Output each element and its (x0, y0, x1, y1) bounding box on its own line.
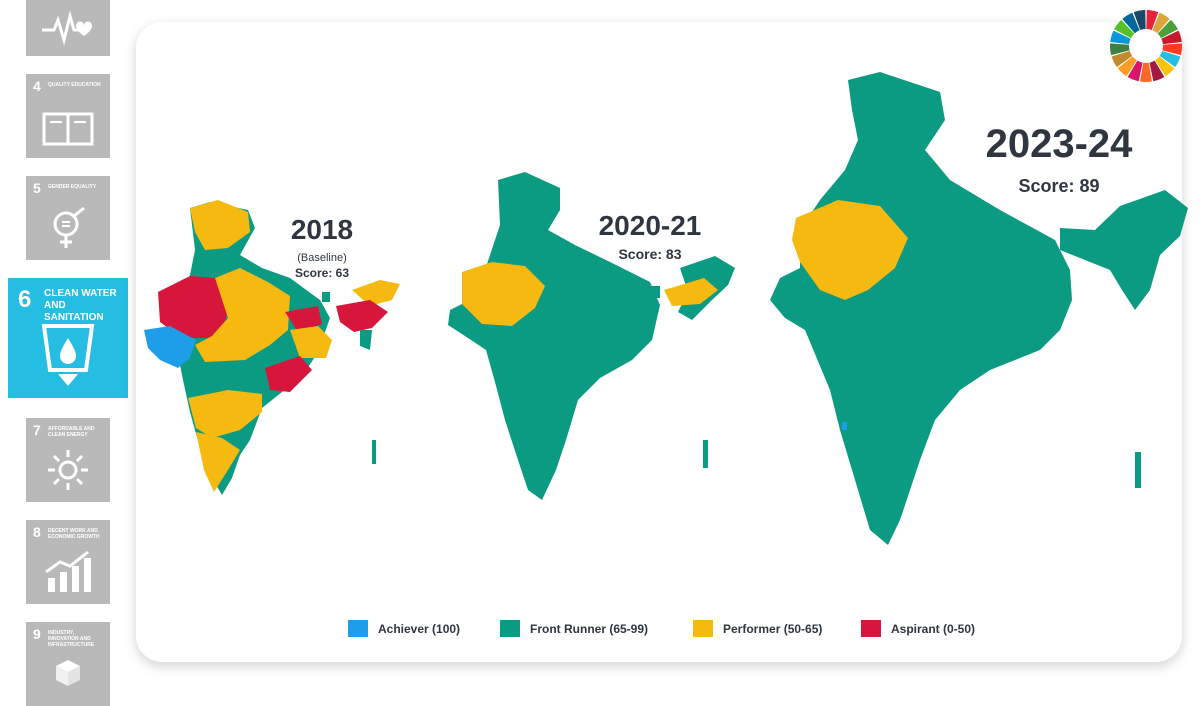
region-performer (462, 262, 545, 326)
tile-title: AFFORDABLE AND CLEAN ENERGY (48, 426, 95, 438)
sdg-wheel-segment (1161, 30, 1182, 45)
sdg-tile-8[interactable]: 8 DECENT WORK AND ECONOMIC GROWTH (26, 520, 110, 604)
sdg-tile-6-active[interactable]: 6 CLEAN WATER AND SANITATION (8, 278, 128, 398)
sdg-goal-strip: 4 QUALITY EDUCATION 5 GENDER EQUALITY 6 … (0, 0, 135, 706)
tile-title: DECENT WORK AND ECONOMIC GROWTH (48, 528, 100, 540)
sdg-wheel-segment (1133, 10, 1146, 31)
sdg-wheel-segment (1157, 19, 1178, 39)
legend-swatch (348, 620, 368, 637)
score-2018: Score: 63 (294, 266, 350, 280)
tile-title: INDUSTRY, INNOVATION AND INFRASTRUCTURE (48, 630, 95, 648)
region-front-runner (360, 330, 372, 350)
year-label-2023-24: 2023-24 (985, 122, 1133, 166)
tile-number: 4 (33, 78, 41, 94)
india-map-2018 (144, 200, 400, 495)
water-drop-glass-icon (41, 324, 95, 386)
tile-title: GENDER EQUALITY (48, 184, 97, 190)
region-aspirant (265, 356, 312, 392)
region-achiever (144, 326, 196, 368)
tile-number: 9 (33, 626, 41, 642)
sdg-tile-3[interactable] (26, 0, 110, 56)
legend-label: Performer (50-65) (723, 622, 823, 636)
region-performer (190, 200, 250, 250)
sdg-wheel-segment (1155, 56, 1175, 77)
sdg-tile-4[interactable]: 4 QUALITY EDUCATION (26, 74, 110, 158)
region-performer (792, 200, 908, 300)
legend-swatch (861, 620, 881, 637)
score-2023-24: Score: 89 (1018, 176, 1100, 196)
sdg-wheel-segment (1110, 30, 1131, 45)
legend-label: Front Runner (65-99) (530, 622, 649, 636)
sdg-wheel-segment (1109, 43, 1130, 56)
year-label-2018: 2018 (290, 214, 354, 245)
sdg-wheel-segment (1162, 43, 1183, 56)
book-icon (42, 112, 94, 146)
sdg-wheel-segment (1159, 50, 1181, 68)
baseline-note: (Baseline) (297, 252, 347, 264)
tile-number: 8 (33, 524, 41, 540)
heartbeat-icon (42, 10, 92, 46)
region-front-runner (448, 172, 660, 500)
tile-title: QUALITY EDUCATION (48, 82, 101, 88)
sdg-wheel-segment (1111, 50, 1133, 68)
sdg-wheel-segment (1152, 12, 1170, 34)
sdg-wheel-segment (1122, 12, 1140, 34)
region-aspirant (336, 300, 388, 332)
region-performer (664, 278, 718, 306)
legend-swatch (500, 620, 520, 637)
sdg-wheel-segment (1114, 19, 1135, 39)
sdg-wheel-segment (1127, 60, 1143, 82)
tile-number: 7 (33, 422, 41, 438)
tile-number: 6 (18, 286, 32, 313)
legend-label: Achiever (100) (378, 622, 461, 636)
legend-swatch (693, 620, 713, 637)
tile-number: 5 (33, 180, 41, 196)
legend-label: Aspirant (0-50) (891, 622, 976, 636)
tile-title: CLEAN WATER AND SANITATION (44, 288, 117, 323)
growth-chart-icon (45, 550, 91, 592)
sdg-tile-7[interactable]: 7 AFFORDABLE AND CLEAN ENERGY (26, 418, 110, 502)
region-performer (290, 326, 332, 358)
india-map-2020-21 (448, 172, 735, 500)
region-performer (188, 390, 262, 438)
gender-icon (53, 206, 85, 248)
sdg-wheel-segment (1140, 62, 1152, 82)
sdg-tile-5[interactable]: 5 GENDER EQUALITY (26, 176, 110, 260)
india-maps (144, 72, 1188, 545)
region-performer (195, 268, 290, 362)
year-label-2020-21: 2020-21 (598, 210, 702, 241)
india-map-2023-24 (770, 72, 1188, 545)
sun-icon (48, 450, 88, 490)
region-performer (196, 432, 240, 492)
sdg-wheel-segment (1149, 60, 1165, 82)
sdg-wheel-icon (1109, 10, 1183, 82)
sdg-wheel-segment (1146, 10, 1159, 31)
region-aspirant (285, 306, 322, 332)
score-2020-21: Score: 83 (618, 246, 682, 262)
region-aspirant (158, 276, 230, 338)
region-performer (352, 280, 400, 306)
region-front-runner (1060, 190, 1188, 310)
sdg-wheel-segment (1117, 56, 1137, 77)
